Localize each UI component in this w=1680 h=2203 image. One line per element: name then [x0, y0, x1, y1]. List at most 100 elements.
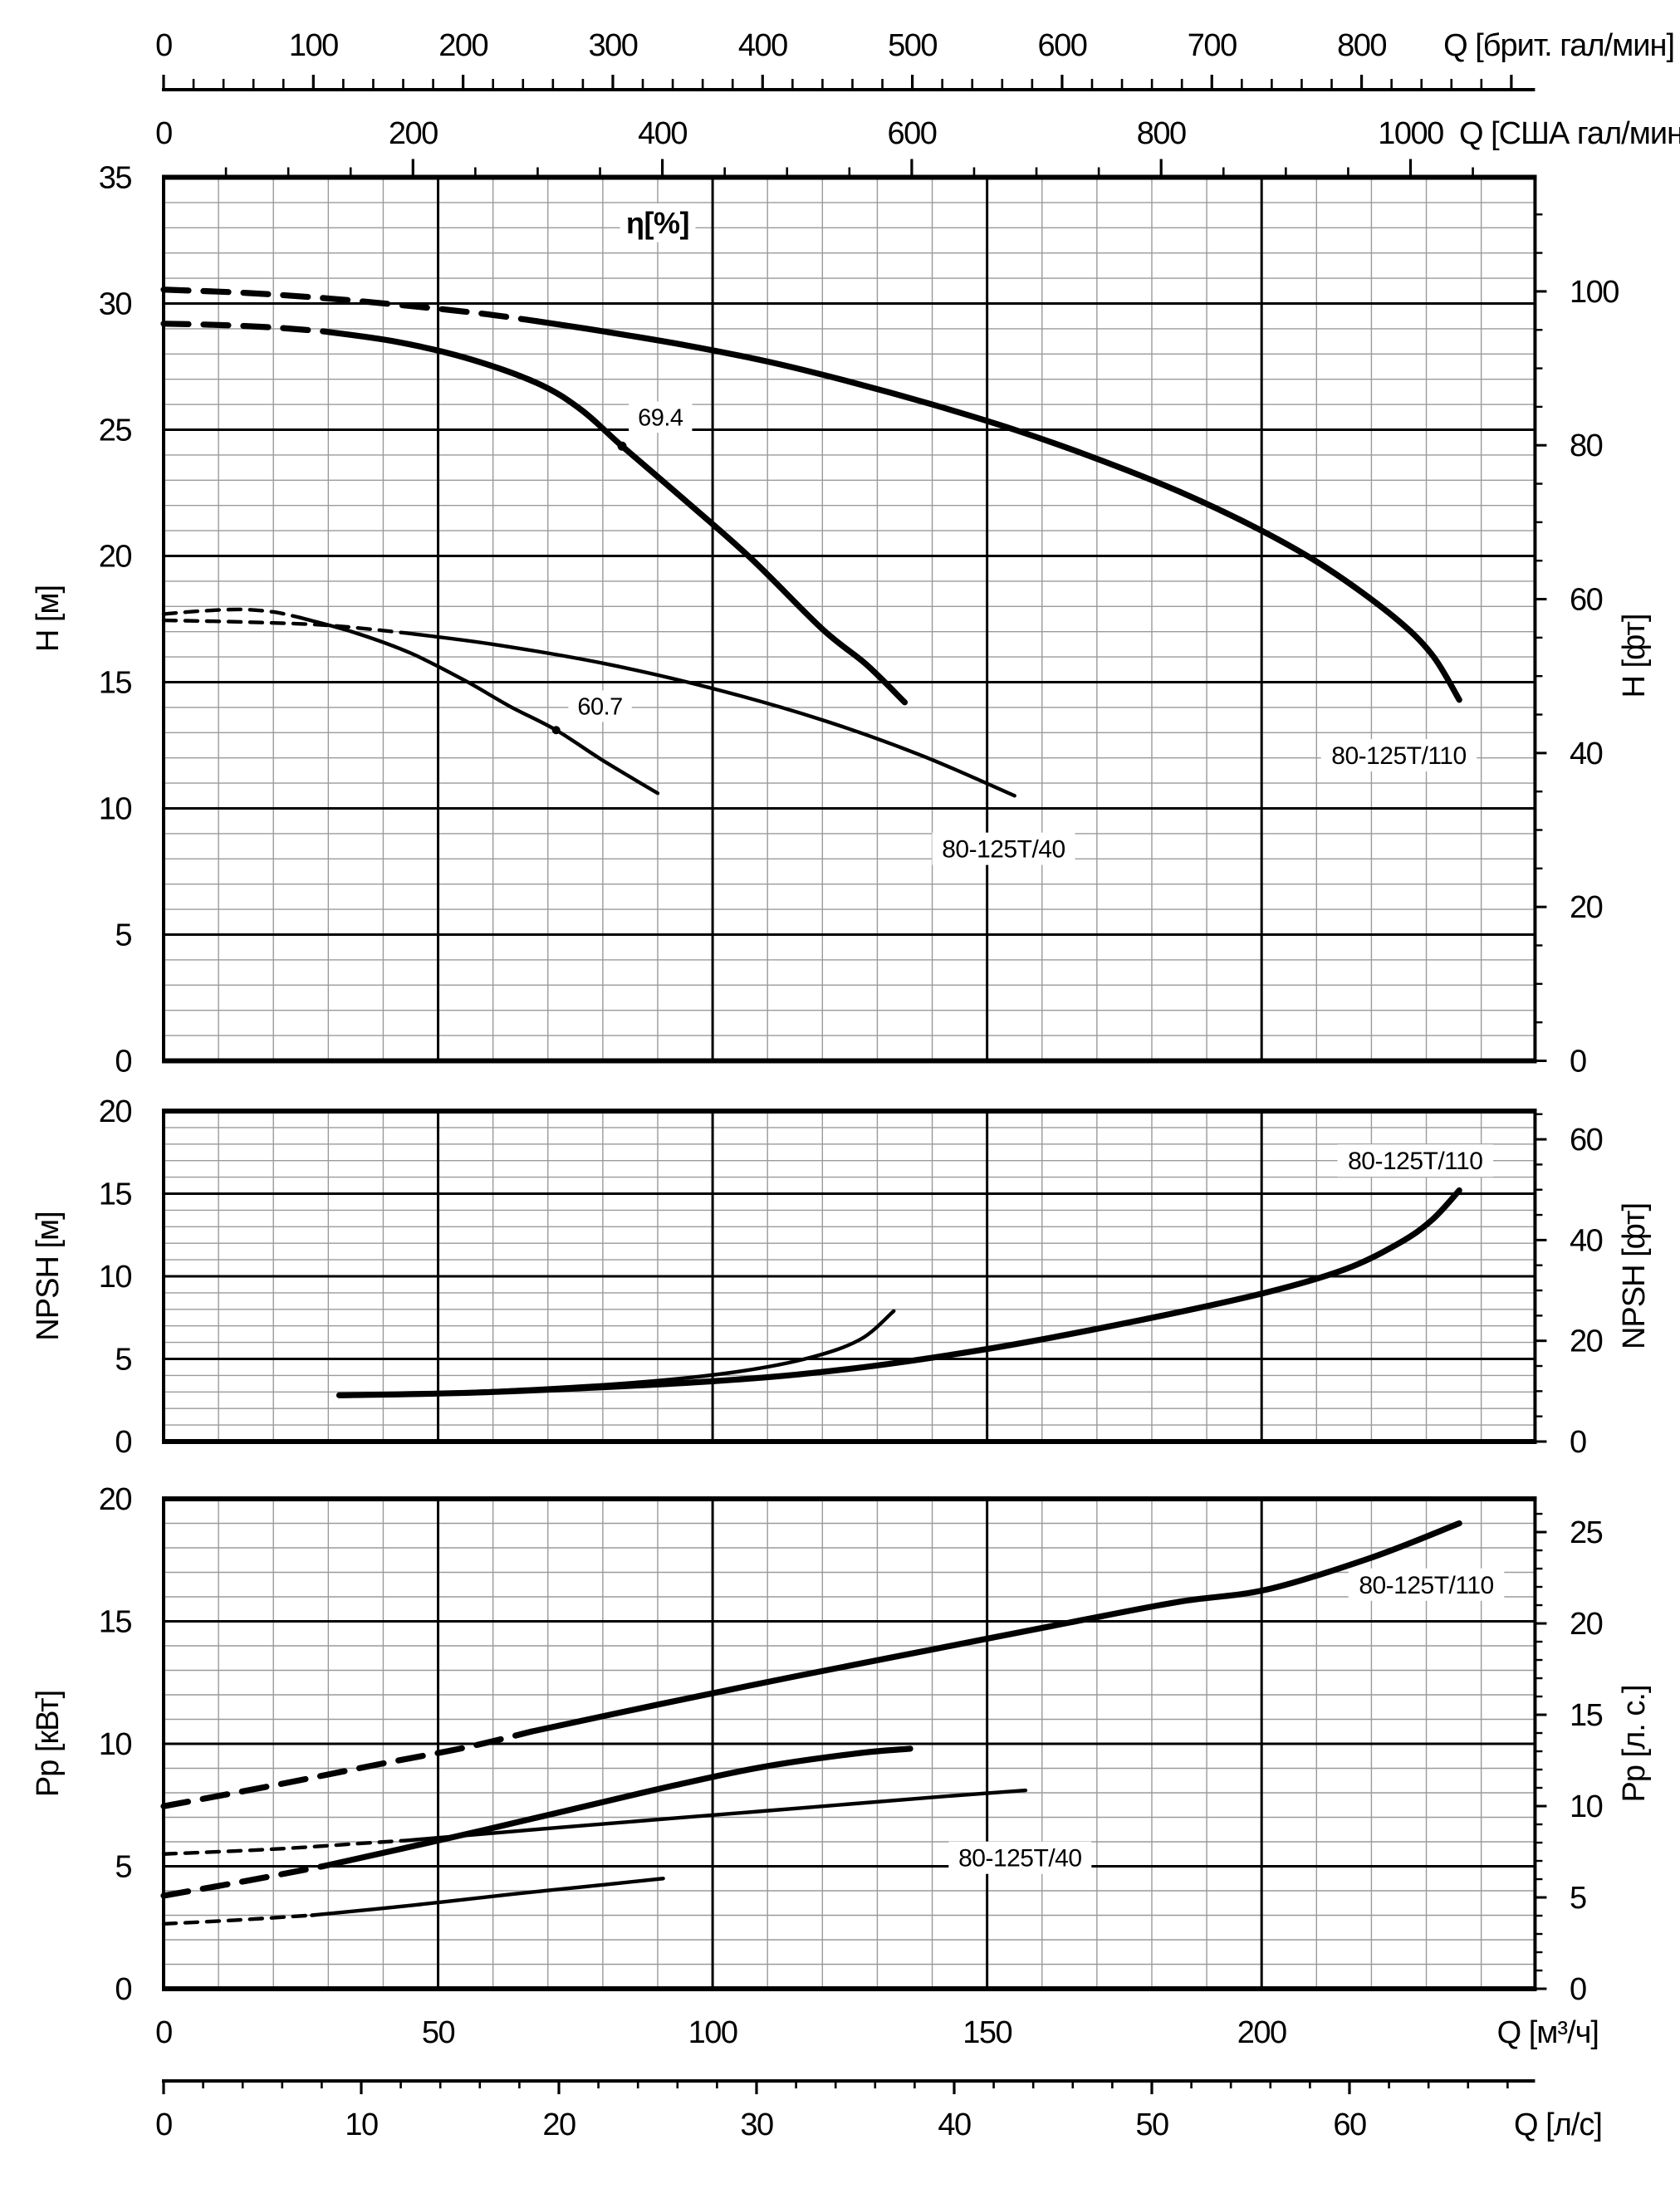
- chart-head-left-tick-labels: 35 30 25 20 15 10 5 0: [99, 161, 133, 1079]
- ls-label-40: 40: [938, 2108, 971, 2142]
- npsh-left-tick-15: 15: [99, 1177, 132, 1212]
- curve-dashed-segment: [161, 1913, 314, 1926]
- chart-power-left-tick-labels: 20 15 10 5 0: [99, 1482, 133, 2007]
- curve-solid-segment: [381, 1309, 896, 1397]
- head-right-tick-100: 100: [1570, 275, 1619, 310]
- m3h-label-50: 50: [422, 2015, 455, 2050]
- imperial-gpm-label-300: 300: [589, 28, 638, 63]
- imperial-gpm-label-100: 100: [289, 28, 338, 63]
- head-right-tick-0: 0: [1570, 1045, 1586, 1079]
- npsh-right-tick-40: 40: [1570, 1223, 1603, 1258]
- imperial-gpm-label-800: 800: [1337, 28, 1386, 63]
- curve-power-80-125T110-trim: [160, 1745, 913, 1899]
- efficiency-value-label: 60.7: [577, 694, 622, 721]
- npsh-left-tick-0: 0: [115, 1425, 131, 1460]
- head-left-tick-20: 20: [99, 540, 132, 575]
- imperial-gpm-label-500: 500: [888, 28, 937, 63]
- curve-power-80-125T40-trim: [161, 1877, 665, 1926]
- curve-name-label: 80-125T/40: [958, 1845, 1081, 1873]
- head-right-tick-20: 20: [1570, 890, 1603, 925]
- head-left-tick-25: 25: [99, 414, 132, 448]
- power-left-axis-unit-label: Pp [кВт]: [31, 1691, 66, 1797]
- chart-head-grid: [162, 174, 1537, 1064]
- head-left-tick-5: 5: [115, 918, 131, 953]
- curve-name-label: 80-125T/110: [1359, 1572, 1493, 1599]
- curve-power-80-125T110-full: [160, 1520, 1462, 1809]
- power-left-tick-10: 10: [99, 1727, 132, 1762]
- power-left-tick-0: 0: [115, 1972, 131, 2007]
- bottom-axis-m3h: 0 50 100 150 200: [155, 2015, 1287, 2050]
- power-right-tick-0: 0: [1570, 1972, 1586, 2007]
- imperial-gpm-label-200: 200: [438, 28, 487, 63]
- curve-name-label-bg: [1348, 1568, 1505, 1601]
- curve-name-label: 80-125T/40: [942, 836, 1065, 864]
- curve-head-80-125T40-trim: [161, 607, 660, 796]
- curve-head-80-125T110-full: [160, 286, 1462, 703]
- curve-dashed-segment: [160, 1863, 326, 1899]
- chart-power-right-axis: 25 20 15 10 5 0: [1535, 1512, 1604, 2007]
- head-left-tick-10: 10: [99, 792, 132, 827]
- head-left-tick-15: 15: [99, 666, 132, 701]
- curve-solid-segment: [336, 1187, 1462, 1398]
- power-left-tick-5: 5: [115, 1850, 131, 1885]
- eta-axis-label: η[%]: [626, 206, 689, 240]
- top-axis-imperial: 0 100 200 300 400 500 600 700 800: [155, 28, 1536, 91]
- head-left-tick-30: 30: [99, 287, 132, 322]
- ls-label-30: 30: [740, 2108, 773, 2142]
- eta-axis-label-bg: [620, 203, 696, 242]
- power-right-axis-unit-label: Pp [л. с.]: [1617, 1686, 1652, 1803]
- npsh-left-tick-5: 5: [115, 1343, 131, 1378]
- curve-dashed-segment: [161, 618, 408, 635]
- bottom-axis-m3h-unit-label: Q [м³/ч]: [1497, 2015, 1599, 2050]
- curve-head-80-125T110-trim: [160, 321, 909, 706]
- m3h-label-0: 0: [155, 2015, 172, 2050]
- curve-solid-segment: [403, 631, 1016, 798]
- curve-npsh-80-125T110-full: [336, 1187, 1462, 1398]
- ls-label-10: 10: [345, 2108, 378, 2142]
- top-axis-imperial-unit-label: Q [брит. гал/мин]: [1443, 28, 1674, 63]
- curve-solid-segment: [320, 328, 909, 706]
- m3h-label-200: 200: [1237, 2015, 1286, 2050]
- curve-name-label: 80-125T/110: [1331, 742, 1466, 770]
- top-axis-us-unit-label: Q [США гал/мин]: [1459, 116, 1680, 151]
- imperial-gpm-label-400: 400: [738, 28, 787, 63]
- npsh-right-tick-20: 20: [1570, 1324, 1603, 1359]
- curve-npsh-80-125T40-full: [381, 1309, 896, 1397]
- curve-dashed-segment: [161, 1838, 408, 1856]
- npsh-left-axis-unit-label: NPSH [м]: [31, 1212, 66, 1340]
- ls-label-60: 60: [1333, 2108, 1366, 2142]
- chart-npsh-left-tick-labels: 20 15 10 5 0: [99, 1094, 133, 1460]
- curve-dashed-segment: [160, 286, 541, 325]
- efficiency-value-label-bg: [568, 690, 632, 722]
- npsh-left-tick-10: 10: [99, 1260, 132, 1295]
- curve-power-80-125T40-full: [161, 1788, 1028, 1856]
- curve-head-80-125T40-full: [161, 618, 1016, 798]
- power-right-tick-15: 15: [1570, 1698, 1603, 1733]
- npsh-right-axis-unit-label: NPSH [фт]: [1617, 1203, 1652, 1349]
- best-efficiency-point: [551, 726, 561, 735]
- chart-npsh-right-axis: 60 40 20 0: [1535, 1113, 1604, 1460]
- curve-solid-segment: [320, 1745, 913, 1870]
- chart-power-grid: [162, 1496, 1537, 1991]
- m3h-label-150: 150: [962, 2015, 1011, 2050]
- curve-name-label-bg: [932, 832, 1075, 865]
- power-right-tick-20: 20: [1570, 1607, 1603, 1642]
- head-right-tick-80: 80: [1570, 428, 1603, 463]
- head-left-tick-0: 0: [115, 1045, 131, 1079]
- curve-name-label: 80-125T/110: [1348, 1148, 1482, 1175]
- npsh-right-tick-60: 60: [1570, 1123, 1603, 1158]
- efficiency-value-label-bg: [629, 401, 693, 433]
- us-gpm-label-0: 0: [155, 116, 172, 151]
- chart-npsh-annotations: 80-125T/110: [1337, 1144, 1494, 1177]
- curve-solid-segment: [403, 1788, 1028, 1843]
- curve-name-label-bg: [948, 1841, 1092, 1874]
- us-gpm-label-800: 800: [1137, 116, 1186, 151]
- top-axis-us: 0 200 400 600 800 1000: [155, 116, 1474, 178]
- ls-label-50: 50: [1135, 2108, 1168, 2142]
- curve-name-label-bg: [1320, 739, 1477, 772]
- curve-dashed-segment: [160, 321, 326, 335]
- npsh-left-tick-20: 20: [99, 1094, 132, 1129]
- curve-dashed-segment: [161, 607, 303, 620]
